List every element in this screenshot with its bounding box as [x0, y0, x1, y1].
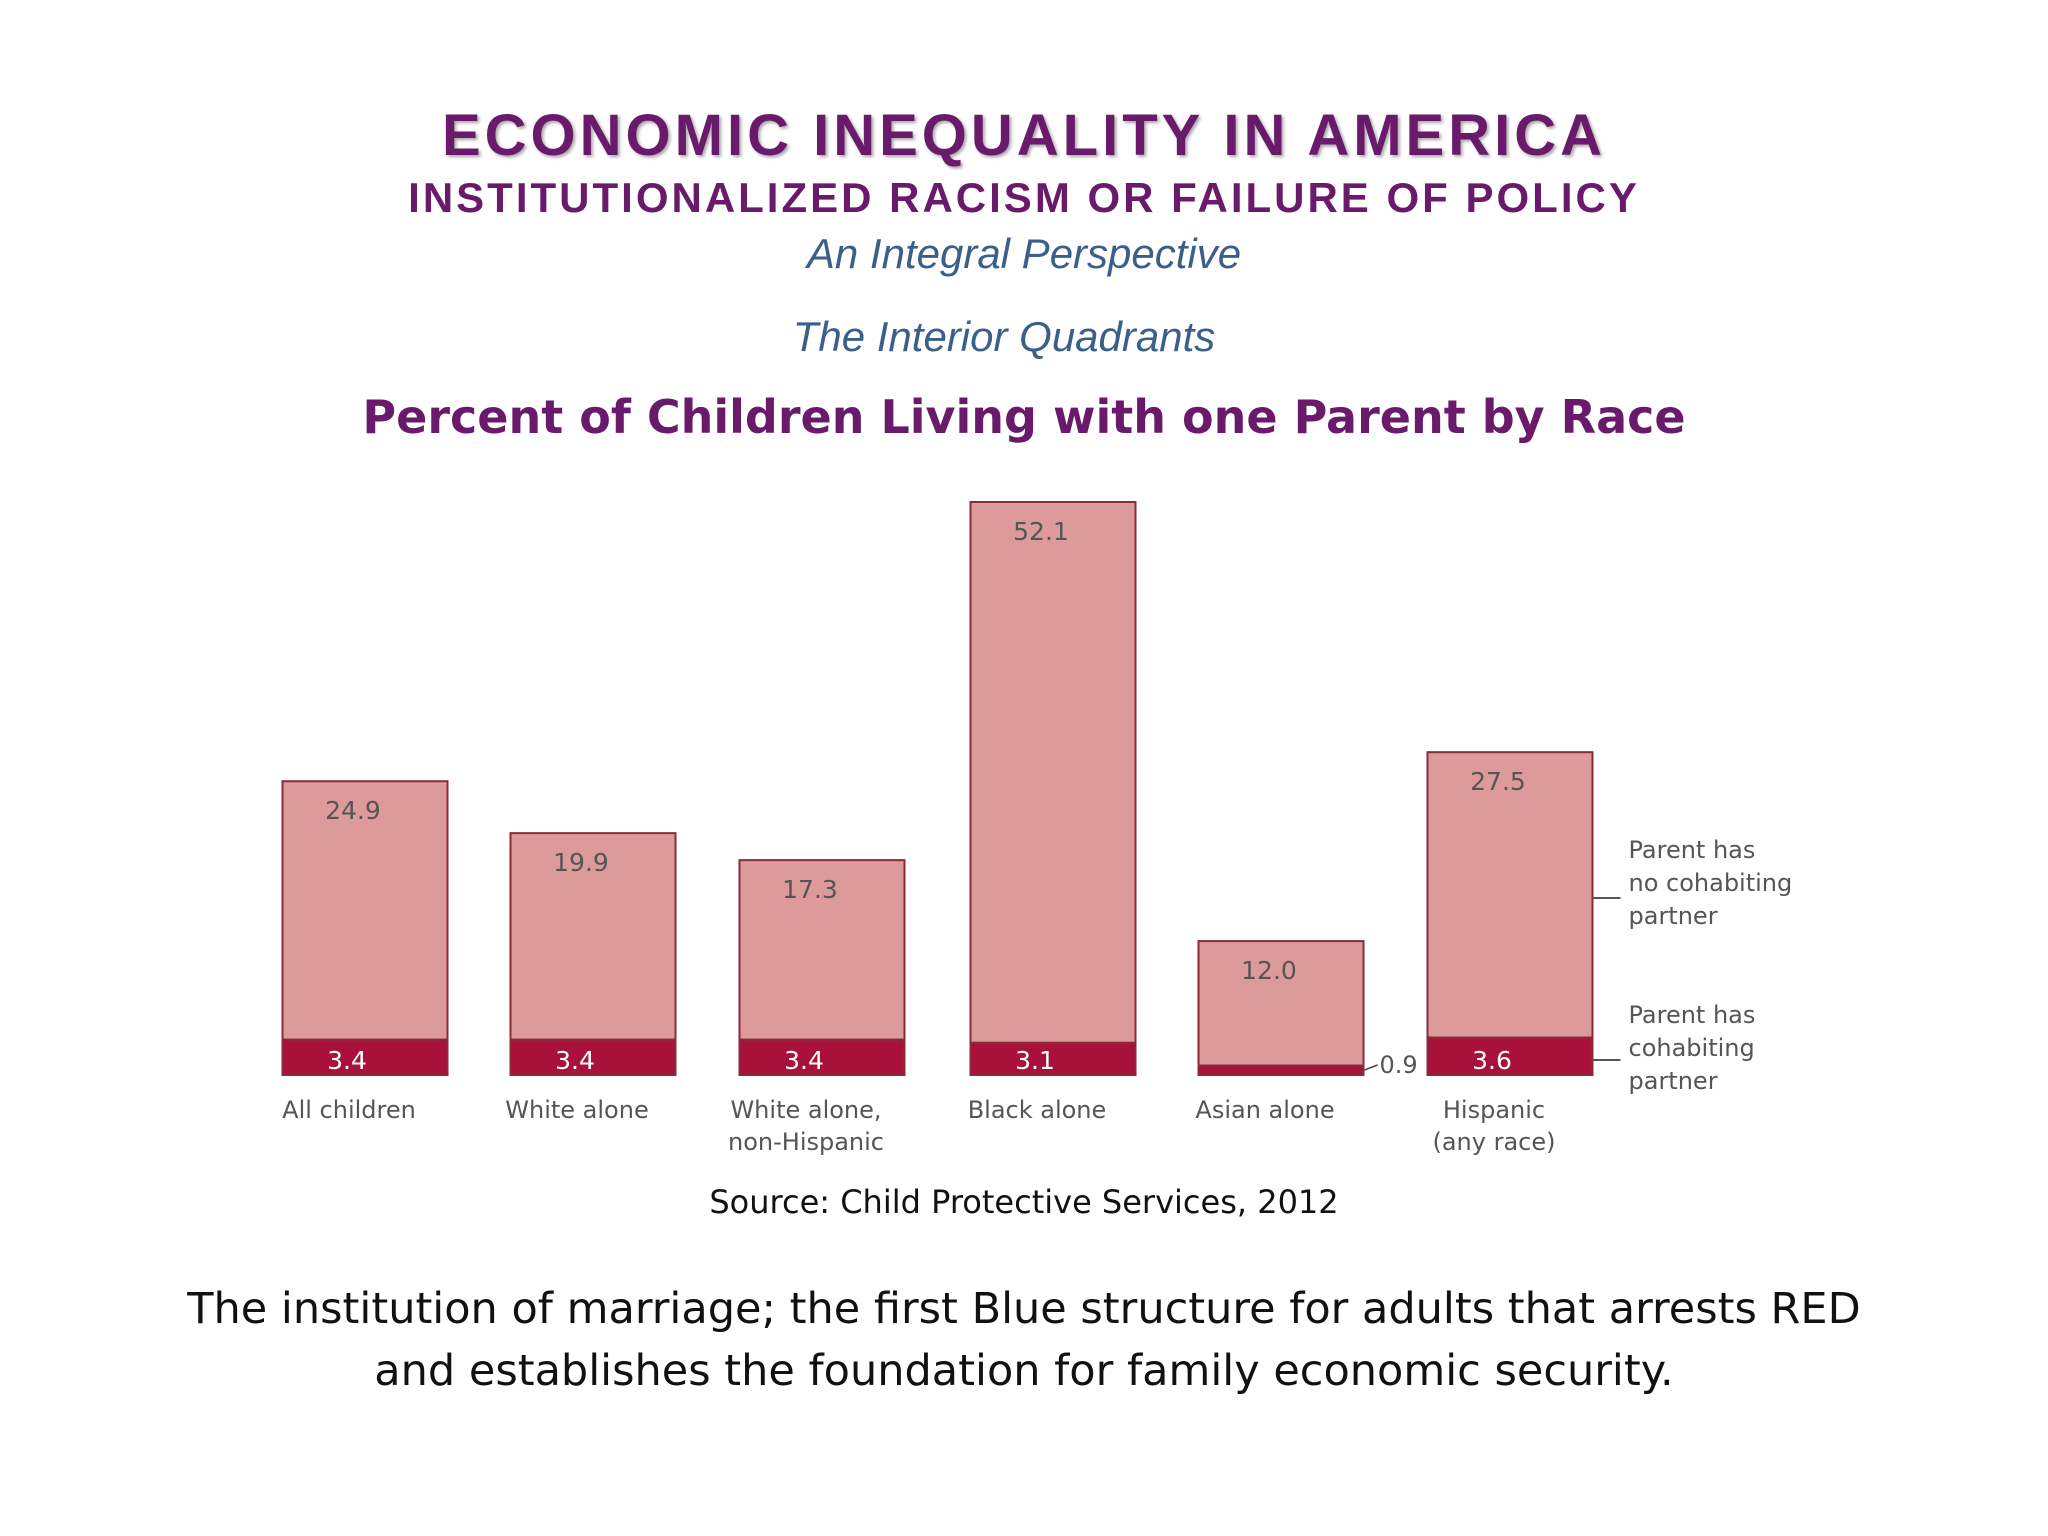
caption-text: The institution of marriage; the first B…	[187, 1284, 1861, 1396]
bar-no-partner-0	[281, 780, 449, 1041]
value-label-bottom-2: 3.4	[784, 1046, 824, 1075]
legend-label-0-0: Parent has	[1629, 836, 1756, 864]
legend-label-0-2: partner	[1629, 902, 1718, 930]
value-label-top-1: 19.9	[553, 848, 609, 877]
bar-cohabiting-5	[1426, 1036, 1594, 1077]
bar-chart: 24.9 3.4 All children 19.9 3.4 White alone 17.…	[281, 501, 1793, 1156]
value-label-bottom-1: 3.4	[555, 1046, 595, 1075]
value-label-bottom-5: 3.6	[1472, 1046, 1512, 1075]
value-label-top-2: 17.3	[782, 875, 838, 904]
page-title: ECONOMIC INEQUALITY IN AMERICA	[441, 103, 1607, 168]
bar-no-partner-4	[1197, 940, 1365, 1067]
category-label-0-0: All children	[282, 1096, 416, 1124]
legend-label-0-1: no cohabiting	[1629, 869, 1793, 897]
category-label-2-1: non-Hispanic	[728, 1128, 884, 1156]
legend-label-1-0: Parent has	[1629, 1001, 1756, 1029]
source-note: Source: Child Protective Services, 2012	[709, 1183, 1339, 1221]
bar-no-partner-5	[1426, 751, 1594, 1039]
category-label-3-0: Black alone	[968, 1096, 1107, 1124]
bar-no-partner-3	[969, 501, 1137, 1044]
bar-cohabiting-1	[509, 1038, 677, 1077]
bar-cohabiting-0	[281, 1038, 449, 1077]
page-subtitle: INSTITUTIONALIZED RACISM OR FAILURE OF P…	[408, 174, 1640, 221]
section-label: The Interior Quadrants	[792, 313, 1216, 360]
value-leader-4	[1363, 1064, 1378, 1072]
value-label-top-3: 52.1	[1013, 517, 1069, 546]
bar-no-partner-1	[509, 832, 677, 1041]
category-label-4-0: Asian alone	[1195, 1096, 1334, 1124]
value-label-bottom-0: 3.4	[327, 1046, 367, 1075]
value-label-top-4: 12.0	[1241, 956, 1297, 985]
category-label-5-1: (any race)	[1432, 1128, 1555, 1156]
legend-label-1-2: partner	[1629, 1067, 1718, 1095]
bar-cohabiting-2	[738, 1038, 906, 1077]
category-label-5-0: Hispanic	[1443, 1096, 1545, 1124]
perspective-label: An Integral Perspective	[806, 230, 1242, 277]
value-label-top-0: 24.9	[325, 796, 381, 825]
category-label-2-0: White alone,	[730, 1096, 881, 1124]
value-label-top-5: 27.5	[1470, 767, 1526, 796]
value-label-bottom-3: 3.1	[1015, 1046, 1055, 1075]
chart-title: Percent of Children Living with one Pare…	[362, 390, 1686, 444]
value-label-bottom-4: 0.9	[1380, 1051, 1418, 1079]
bar-cohabiting-3	[969, 1041, 1137, 1077]
bar-cohabiting-4	[1197, 1064, 1365, 1076]
legend-label-1-1: cohabiting	[1629, 1034, 1755, 1062]
category-label-1-0: White alone	[505, 1096, 648, 1124]
